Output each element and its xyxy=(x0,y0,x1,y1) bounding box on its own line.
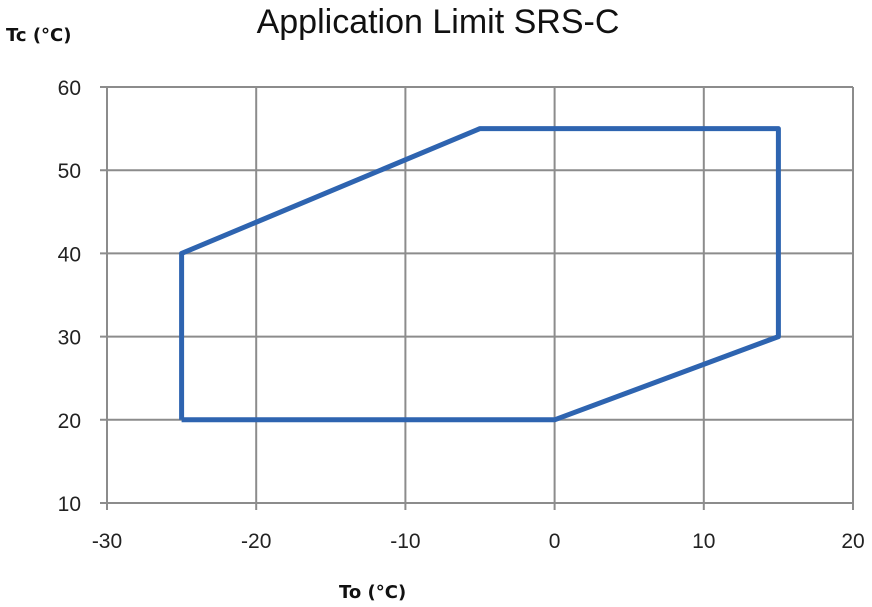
x-tick-label: 20 xyxy=(841,530,864,553)
y-tick-label: 60 xyxy=(58,77,81,100)
y-tick-label: 20 xyxy=(58,410,81,433)
y-tick-label: 30 xyxy=(58,327,81,350)
application-limit-envelope-line xyxy=(179,126,781,423)
y-axis-label: Tc (°C) xyxy=(6,25,72,46)
y-tick-label: 50 xyxy=(58,160,81,183)
x-tick-label: -20 xyxy=(241,530,271,553)
x-tick-label: -30 xyxy=(92,530,122,553)
x-tick-label: -10 xyxy=(390,530,420,553)
y-tick-label: 10 xyxy=(58,493,81,516)
x-tick-label: 10 xyxy=(692,530,715,553)
y-tick-label: 40 xyxy=(58,243,81,266)
x-tick-label: 0 xyxy=(549,530,561,553)
x-axis-label: To (°C) xyxy=(339,582,406,603)
chart-title: Application Limit SRS-C xyxy=(257,3,620,41)
